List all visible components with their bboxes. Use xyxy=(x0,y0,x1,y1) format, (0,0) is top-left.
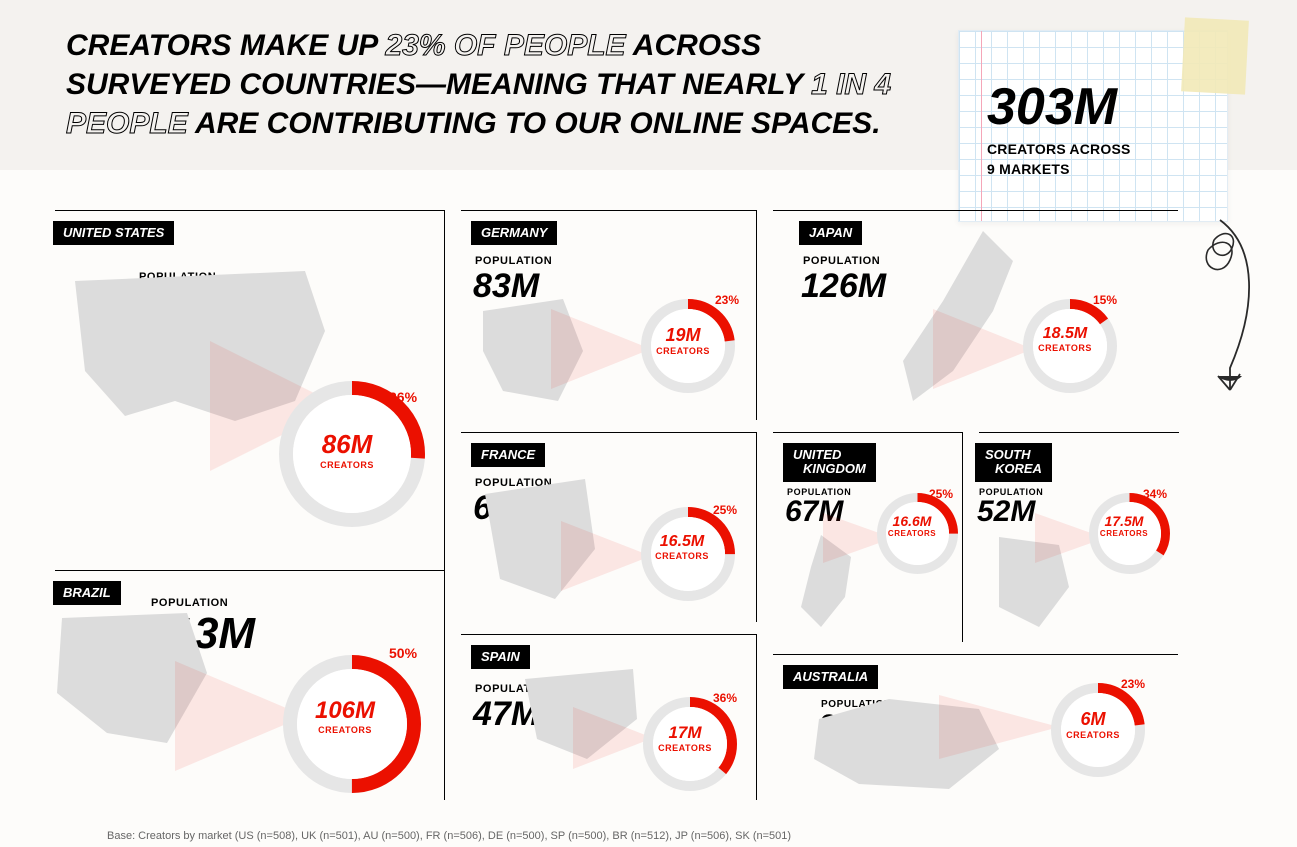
donut-center-br: 106M CREATORS xyxy=(305,697,385,735)
creators-value-jp: 18.5M xyxy=(1031,325,1099,343)
donut-center-fr: 16.5M CREATORS xyxy=(649,533,715,561)
creators-value-uk: 16.6M xyxy=(881,513,943,529)
donut-center-uk: 16.6M CREATORS xyxy=(881,513,943,538)
tag-br: BRAZIL xyxy=(53,581,121,605)
creators-label-au: CREATORS xyxy=(1065,730,1121,740)
creators-label-kr: CREATORS xyxy=(1093,529,1155,538)
callout-cone-fr-icon xyxy=(561,521,651,591)
cell-fr: FRANCE POPULATION 67M 16.5M CREATORS 25% xyxy=(461,432,757,622)
headline-text-1: Creators make up xyxy=(66,29,385,62)
creators-value-us: 86M xyxy=(307,429,387,460)
cell-us: UNITED STATES POPULATION 328M 86M CREATO… xyxy=(55,210,445,570)
tag-au: AUSTRALIA xyxy=(783,665,878,689)
pct-es: 36% xyxy=(713,691,737,705)
tag-fr: FRANCE xyxy=(471,443,545,467)
tag-uk: UNITED KINGDOM xyxy=(783,443,876,482)
callout-cone-au-icon xyxy=(939,695,1059,759)
donut-center-es: 17M CREATORS xyxy=(653,723,717,753)
pop-label-jp: POPULATION xyxy=(803,255,880,267)
callout-cone-jp-icon xyxy=(933,309,1033,389)
countries-grid: UNITED STATES POPULATION 328M 86M CREATO… xyxy=(55,190,1179,812)
tag-jp: JAPAN xyxy=(799,221,862,245)
arrow-doodle-icon xyxy=(1178,218,1268,418)
tag-de: GERMANY xyxy=(471,221,557,245)
creators-label-es: CREATORS xyxy=(653,743,717,753)
donut-center-de: 19M CREATORS xyxy=(653,325,713,356)
creators-value-kr: 17.5M xyxy=(1093,513,1155,529)
creators-value-fr: 16.5M xyxy=(649,533,715,551)
tag-us: UNITED STATES xyxy=(53,221,174,245)
donut-center-au: 6M CREATORS xyxy=(1065,709,1121,740)
creators-label-uk: CREATORS xyxy=(881,529,943,538)
footnote: Base: Creators by market (US (n=508), UK… xyxy=(107,830,791,842)
pct-jp: 15% xyxy=(1093,293,1117,307)
creators-value-br: 106M xyxy=(305,697,385,725)
pct-de: 23% xyxy=(715,293,739,307)
creators-label-br: CREATORS xyxy=(305,725,385,735)
callout-label-1: CREATORS ACROSS xyxy=(987,141,1199,157)
donut-center-jp: 18.5M CREATORS xyxy=(1031,325,1099,353)
pct-kr: 34% xyxy=(1143,487,1167,501)
headline-outline-1: 23% of people xyxy=(385,29,625,62)
creators-value-de: 19M xyxy=(653,325,713,346)
creators-value-es: 17M xyxy=(653,723,717,743)
creators-label-de: CREATORS xyxy=(653,346,713,356)
cell-de: GERMANY POPULATION 83M 19M CREATORS 23% xyxy=(461,210,757,420)
tag-uk-l2: KINGDOM xyxy=(793,461,866,476)
creators-value-au: 6M xyxy=(1065,709,1121,730)
creators-label-fr: CREATORS xyxy=(649,551,715,561)
cell-jp: JAPAN POPULATION 126M 18.5M CREATORS 15% xyxy=(773,210,1178,420)
pct-br: 50% xyxy=(389,645,417,661)
donut-center-kr: 17.5M CREATORS xyxy=(1093,513,1155,538)
pop-value-kr: 52M xyxy=(977,495,1035,529)
callout-cone-de-icon xyxy=(551,309,651,389)
tag-kr: SOUTH KOREA xyxy=(975,443,1052,482)
cell-au: AUSTRALIA POPULATION 25M 6M CREATORS 23% xyxy=(773,654,1178,800)
tape-icon xyxy=(1181,17,1249,94)
infographic-page: Creators make up 23% of people across su… xyxy=(0,0,1297,847)
pop-value-jp: 126M xyxy=(801,267,886,306)
pop-label-de: POPULATION xyxy=(475,255,552,267)
headline-text-3: are contributing to our online spaces. xyxy=(195,107,881,140)
pct-au: 23% xyxy=(1121,677,1145,691)
donut-center-us: 86M CREATORS xyxy=(307,429,387,470)
headline: Creators make up 23% of people across su… xyxy=(66,26,926,143)
tag-kr-l1: SOUTH xyxy=(985,447,1031,462)
tag-uk-l1: UNITED xyxy=(793,447,841,462)
tag-kr-l2: KOREA xyxy=(985,461,1042,476)
cell-br: BRAZIL POPULATION 213M 106M CREATORS 50% xyxy=(55,570,445,800)
cell-kr: SOUTH KOREA POPULATION 52M 17.5M CREATOR… xyxy=(979,432,1179,642)
pct-uk: 25% xyxy=(929,487,953,501)
pct-us: 26% xyxy=(389,389,417,405)
pct-fr: 25% xyxy=(713,503,737,517)
cell-uk: UNITED KINGDOM POPULATION 67M 16.6M CREA… xyxy=(773,432,963,642)
creators-label-us: CREATORS xyxy=(307,460,387,470)
creators-label-jp: CREATORS xyxy=(1031,343,1099,353)
callout-value: 303M xyxy=(987,77,1199,137)
cell-es: SPAIN POPULATION 47M 17M CREATORS 36% xyxy=(461,634,757,800)
callout-label-2: 9 MARKETS xyxy=(987,161,1199,177)
